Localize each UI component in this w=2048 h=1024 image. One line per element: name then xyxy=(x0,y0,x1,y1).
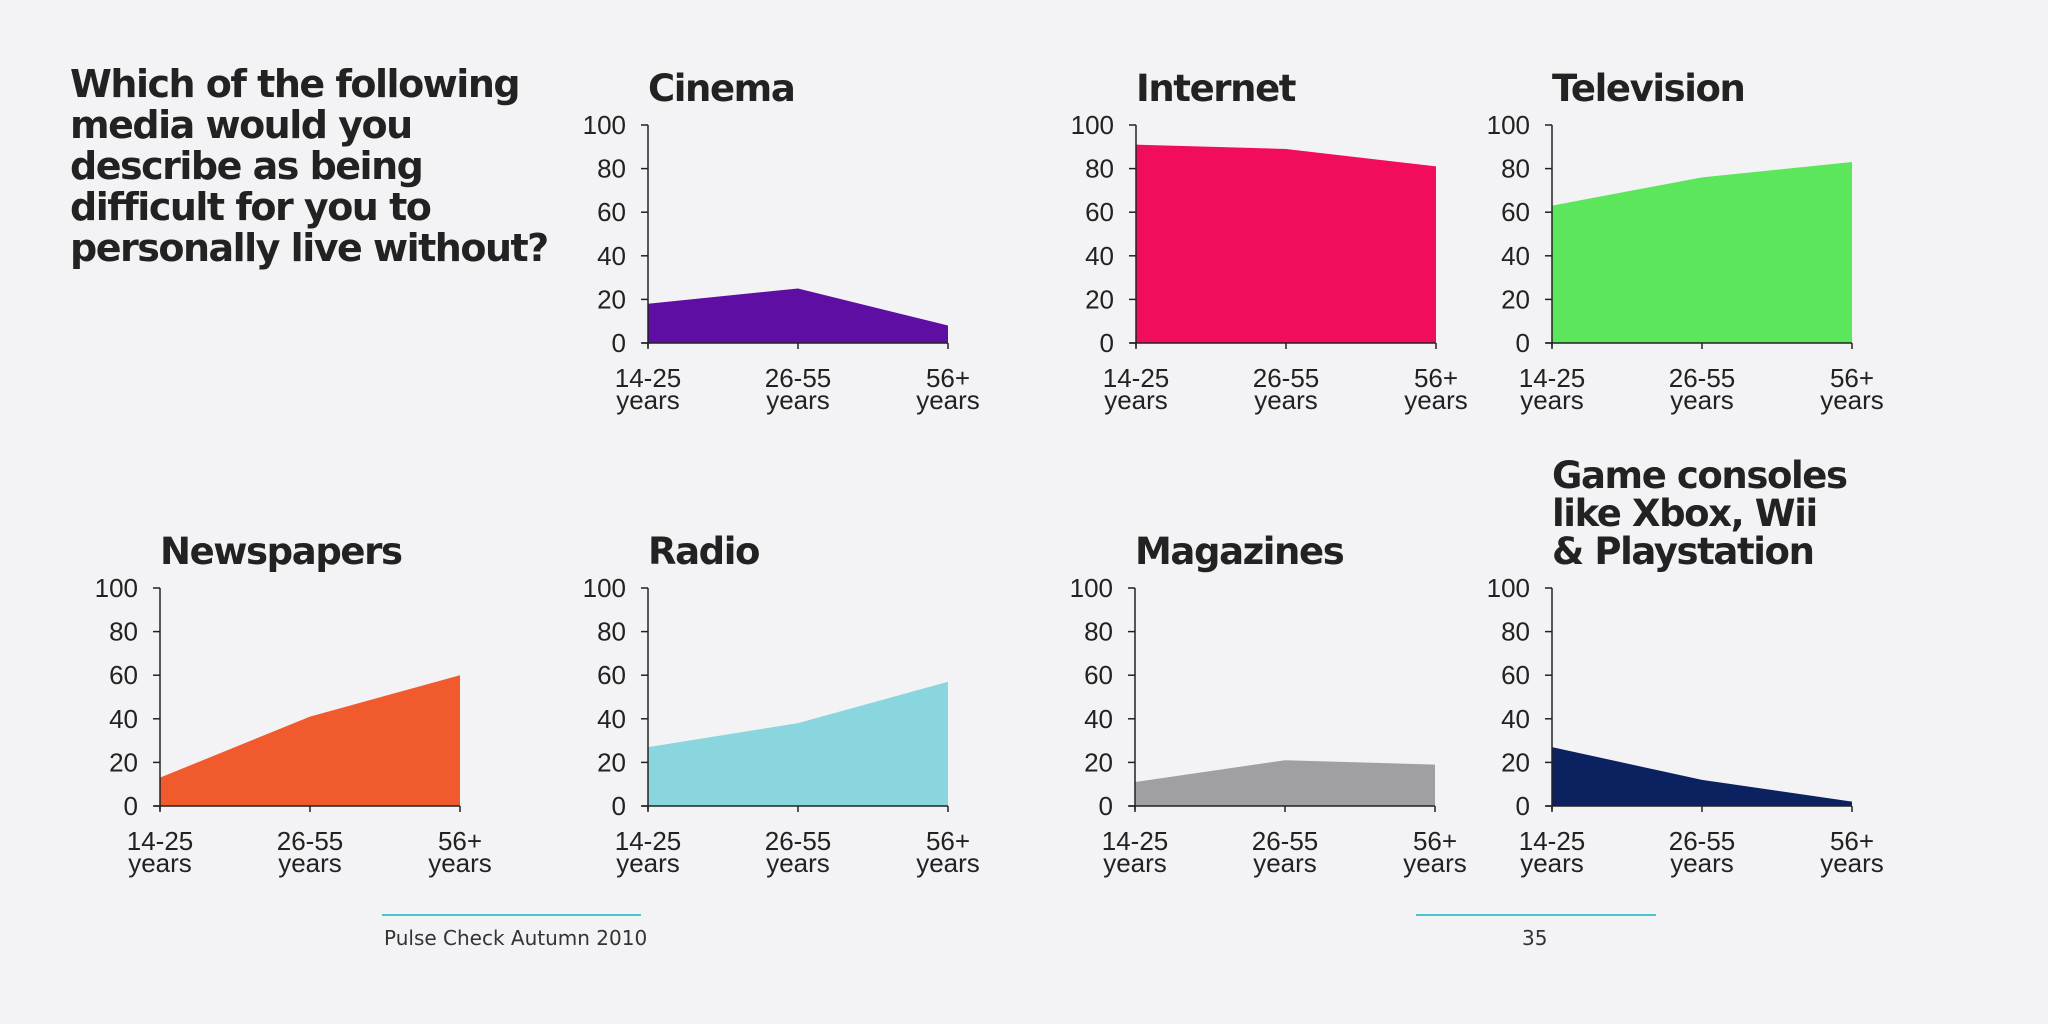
y-tick-label: 80 xyxy=(1501,617,1530,647)
y-tick-label: 40 xyxy=(1501,704,1530,734)
y-tick-label: 0 xyxy=(1099,791,1113,821)
footer-divider-right xyxy=(1416,914,1656,916)
chart-game-consoles: Game consoles like Xbox, Wii & Playstation… xyxy=(1452,457,1884,883)
y-tick-label: 0 xyxy=(612,791,626,821)
chart-svg-cinema: 0 20 40 60 80 100 14-25 years 26-55 years 56+ years xyxy=(583,110,980,415)
y-tick-label: 60 xyxy=(109,660,138,690)
y-tick-label: 0 xyxy=(1516,791,1530,821)
chart-title-line: like Xbox, Wii xyxy=(1552,492,1818,535)
y-tick-label: 100 xyxy=(1071,110,1114,140)
footer-divider-left xyxy=(382,914,641,916)
chart-title-line: & Playstation xyxy=(1552,530,1815,573)
y-tick-label: 20 xyxy=(597,747,626,777)
y-tick-label: 100 xyxy=(583,110,626,140)
y-tick-label: 0 xyxy=(1100,328,1114,358)
chart-svg-game-consoles: 0 20 40 60 80 100 14-25 years 26-55 years 56+ years xyxy=(1487,573,1884,878)
area-series-internet xyxy=(1136,144,1436,343)
x-category-label: 14-25 years xyxy=(1519,826,1586,878)
y-tick-label: 60 xyxy=(597,660,626,690)
x-category-label: 14-25 years xyxy=(1102,826,1169,878)
x-category-label: 14-25 years xyxy=(1103,363,1170,415)
y-tick-label: 60 xyxy=(597,197,626,227)
y-tick-label: 0 xyxy=(124,791,138,821)
chart-title-television: Television xyxy=(1552,67,1746,110)
chart-newspapers: Newspapers 0 20 40 60 80 100 14-25 years 26-55 yea… xyxy=(60,463,492,883)
y-tick-label: 40 xyxy=(597,704,626,734)
chart-title-magazines: Magazines xyxy=(1135,530,1345,573)
x-category-label: 26-55 years xyxy=(765,826,832,878)
y-tick-label: 40 xyxy=(109,704,138,734)
chart-title-radio: Radio xyxy=(648,530,760,573)
y-tick-label: 40 xyxy=(597,241,626,271)
y-tick-label: 40 xyxy=(1085,241,1114,271)
area-series-game-consoles xyxy=(1552,747,1852,806)
y-tick-label: 80 xyxy=(597,154,626,184)
area-series-radio xyxy=(648,681,948,806)
chart-magazines: Magazines 0 20 40 60 80 100 14-25 years 26-55 year… xyxy=(1035,463,1467,883)
x-category-label: 26-55 years xyxy=(1669,363,1736,415)
chart-svg-newspapers: 0 20 40 60 80 100 14-25 years 26-55 years 56+ years xyxy=(95,573,492,878)
chart-television: Television 0 20 40 60 80 100 14-25 years 26-55 yea… xyxy=(1452,0,1884,420)
area-series-newspapers xyxy=(160,675,460,806)
footer-source: Pulse Check Autumn 2010 xyxy=(384,926,648,950)
y-tick-label: 80 xyxy=(1501,154,1530,184)
y-tick-label: 80 xyxy=(1084,617,1113,647)
x-category-label: 26-55 years xyxy=(277,826,344,878)
x-category-label: 26-55 years xyxy=(1669,826,1736,878)
x-category-label: 56+ years xyxy=(1404,363,1468,415)
y-tick-label: 0 xyxy=(1516,328,1530,358)
area-series-cinema xyxy=(648,288,948,343)
chart-internet: Internet 0 20 40 60 80 100 14-25 years 26-55 years… xyxy=(1036,0,1468,420)
x-category-label: 56+ years xyxy=(1403,826,1467,878)
y-tick-label: 100 xyxy=(95,573,138,603)
x-category-label: 56+ years xyxy=(916,363,980,415)
x-category-label: 14-25 years xyxy=(615,826,682,878)
x-category-label: 26-55 years xyxy=(1252,826,1319,878)
y-tick-label: 60 xyxy=(1501,660,1530,690)
chart-svg-radio: 0 20 40 60 80 100 14-25 years 26-55 years 56+ years xyxy=(583,573,980,878)
x-category-label: 14-25 years xyxy=(1519,363,1586,415)
y-tick-label: 60 xyxy=(1084,660,1113,690)
x-category-label: 56+ years xyxy=(1820,826,1884,878)
chart-title-game-consoles: Game consoles like Xbox, Wii & Playstation xyxy=(1552,454,1848,573)
y-tick-label: 20 xyxy=(1084,747,1113,777)
area-series-magazines xyxy=(1135,760,1435,806)
y-tick-label: 0 xyxy=(612,328,626,358)
footer-page-number: 35 xyxy=(1522,926,1548,950)
y-tick-label: 40 xyxy=(1084,704,1113,734)
chart-svg-internet: 0 20 40 60 80 100 14-25 years 26-55 years 56+ years xyxy=(1071,110,1468,415)
y-tick-label: 80 xyxy=(597,617,626,647)
y-tick-label: 20 xyxy=(1085,284,1114,314)
x-category-label: 56+ years xyxy=(916,826,980,878)
y-tick-label: 100 xyxy=(1070,573,1113,603)
y-tick-label: 60 xyxy=(1501,197,1530,227)
y-tick-label: 100 xyxy=(1487,110,1530,140)
x-category-label: 56+ years xyxy=(428,826,492,878)
y-tick-label: 20 xyxy=(1501,747,1530,777)
y-tick-label: 80 xyxy=(109,617,138,647)
y-tick-label: 80 xyxy=(1085,154,1114,184)
x-category-label: 14-25 years xyxy=(127,826,194,878)
chart-title-cinema: Cinema xyxy=(648,67,796,110)
x-category-label: 56+ years xyxy=(1820,363,1884,415)
y-tick-label: 60 xyxy=(1085,197,1114,227)
chart-svg-magazines: 0 20 40 60 80 100 14-25 years 26-55 years 56+ years xyxy=(1070,573,1467,878)
y-tick-label: 20 xyxy=(1501,284,1530,314)
x-category-label: 26-55 years xyxy=(765,363,832,415)
page-question: Which of the following media would you d… xyxy=(70,62,549,270)
y-tick-label: 20 xyxy=(597,284,626,314)
chart-title-newspapers: Newspapers xyxy=(160,530,403,573)
y-tick-label: 100 xyxy=(1487,573,1530,603)
chart-svg-television: 0 20 40 60 80 100 14-25 years 26-55 years 56+ years xyxy=(1487,110,1884,415)
x-category-label: 26-55 years xyxy=(1253,363,1320,415)
y-tick-label: 20 xyxy=(109,747,138,777)
y-tick-label: 100 xyxy=(583,573,626,603)
area-series-television xyxy=(1552,162,1852,343)
chart-title-internet: Internet xyxy=(1136,67,1296,110)
x-category-label: 14-25 years xyxy=(615,363,682,415)
chart-title-line: Game consoles xyxy=(1552,454,1848,497)
chart-radio: Radio 0 20 40 60 80 100 14-25 years 26-55 years 56+… xyxy=(548,463,980,883)
chart-cinema: Cinema 0 20 40 60 80 100 14-25 years 26-55 years 56… xyxy=(548,0,980,420)
y-tick-label: 40 xyxy=(1501,241,1530,271)
